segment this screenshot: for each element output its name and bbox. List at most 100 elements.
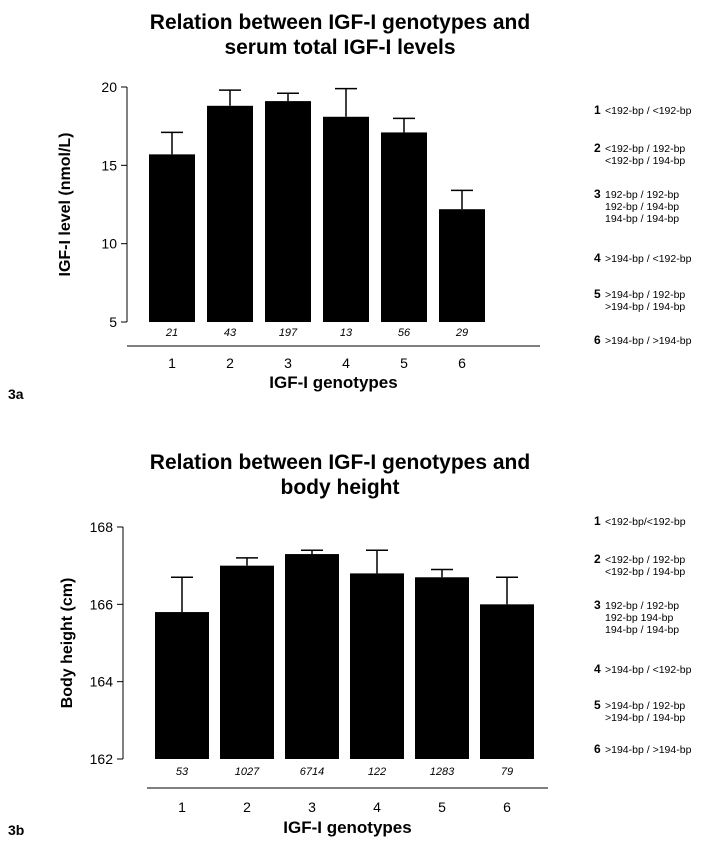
legend-item: 1 <192-bp / <192-bp <box>594 104 717 117</box>
legend-item: 6 >194-bp / >194-bp <box>594 743 717 756</box>
y-tick-label: 166 <box>90 596 114 612</box>
legend-text: 194-bp / 194-bp <box>605 213 680 225</box>
x-axis-title: IGF-I genotypes <box>283 818 411 837</box>
legend-text: >194-bp / 192-bp <box>605 289 686 301</box>
legend-text: <192-bp / 192-bp <box>605 143 686 155</box>
chart-panel-3a: Relation between IGF-I genotypes and ser… <box>0 0 717 410</box>
chart-panel-3b: Relation between IGF-I genotypes and bod… <box>0 418 717 847</box>
y-tick-label: 168 <box>90 519 114 535</box>
bar <box>323 116 369 323</box>
x-tick-label: 2 <box>226 355 234 371</box>
legend-item: 4 >194-bp / <192-bp <box>594 252 717 265</box>
legend-text: >194-bp / 194-bp <box>605 712 686 724</box>
legend-line: >194-bp / 194-bp <box>594 712 717 724</box>
legend-text: <192-bp / <192-bp <box>605 105 692 117</box>
legend-line: 194-bp / 194-bp <box>594 213 717 225</box>
legend-line: <192-bp / 194-bp <box>594 566 717 578</box>
x-tick-label: 2 <box>243 799 251 815</box>
legend-text: >194-bp / <192-bp <box>605 664 692 676</box>
bar <box>149 154 195 322</box>
legend-line: 4 >194-bp / <192-bp <box>594 663 717 676</box>
legend-number: 2 <box>594 552 601 566</box>
legend-item: 2 <192-bp / 192-bp <192-bp / 194-bp <box>594 142 717 167</box>
sample-count-label: 29 <box>455 327 468 339</box>
chart-title: Relation between IGF-I genotypes and bod… <box>100 450 580 500</box>
legend-number: 6 <box>594 333 601 347</box>
sample-count-label: 43 <box>224 327 237 339</box>
legend-line: 194-bp / 194-bp <box>594 624 717 636</box>
legend-line: >194-bp / 194-bp <box>594 301 717 313</box>
bar-chart: 5 10 15 20 IGF-I level (nmol/L) 21 1 43 2 197 3 13 4… <box>57 79 540 392</box>
legend-text: >194-bp / >194-bp <box>605 744 692 756</box>
legend-text: <192-bp / 192-bp <box>605 554 686 566</box>
sample-count-label: 56 <box>398 327 411 339</box>
x-tick-label: 5 <box>438 799 446 815</box>
sample-count-label: 6714 <box>300 766 324 778</box>
legend-line: 5 >194-bp / 192-bp <box>594 288 717 301</box>
legend-number: 1 <box>594 514 601 528</box>
legend-text: <192-bp / 194-bp <box>605 155 686 167</box>
y-tick-label: 164 <box>90 674 114 690</box>
sample-count-label: 53 <box>176 766 189 778</box>
legend-line: 192-bp 194-bp <box>594 612 717 624</box>
legend-number: 1 <box>594 103 601 117</box>
legend-number: 4 <box>594 662 601 676</box>
x-tick-label: 6 <box>503 799 511 815</box>
sample-count-label: 122 <box>368 766 386 778</box>
legend-item: 3 192-bp / 192-bp 192-bp / 194-bp 194-bp / … <box>594 188 717 225</box>
x-tick-label: 4 <box>373 799 381 815</box>
legend-number: 6 <box>594 742 601 756</box>
bar <box>265 101 311 322</box>
y-tick-label: 5 <box>109 314 117 330</box>
legend-line: 2 <192-bp / 192-bp <box>594 142 717 155</box>
legend-text: >194-bp / 192-bp <box>605 700 686 712</box>
y-tick-label: 10 <box>101 236 117 252</box>
legend-text: <192-bp / 194-bp <box>605 566 686 578</box>
chart-title-line: Relation between IGF-I genotypes and <box>149 451 531 474</box>
y-tick-label: 162 <box>90 751 114 767</box>
y-axis-title: IGF-I level (nmol/L) <box>57 132 74 276</box>
legend-number: 4 <box>594 251 601 265</box>
legend-item: 4 >194-bp / <192-bp <box>594 663 717 676</box>
legend-line: 6 >194-bp / >194-bp <box>594 743 717 756</box>
legend-line: 5 >194-bp / 192-bp <box>594 699 717 712</box>
x-tick-label: 5 <box>400 355 408 371</box>
legend-line: 1 <192-bp/<192-bp <box>594 515 717 528</box>
legend-text: 192-bp / 194-bp <box>605 201 680 213</box>
x-tick-label: 4 <box>342 355 350 371</box>
legend-line: 4 >194-bp / <192-bp <box>594 252 717 265</box>
legend-text: 192-bp / 192-bp <box>605 189 680 201</box>
legend-line: 192-bp / 194-bp <box>594 201 717 213</box>
panel-label: 3a <box>8 386 24 402</box>
x-axis-title: IGF-I genotypes <box>269 373 397 392</box>
legend-text: 192-bp / 192-bp <box>605 600 680 612</box>
legend-line: <192-bp / 194-bp <box>594 155 717 167</box>
x-tick-label: 3 <box>308 799 316 815</box>
legend-text: >194-bp / 194-bp <box>605 301 686 313</box>
legend-item: 5 >194-bp / 192-bp >194-bp / 194-bp <box>594 699 717 724</box>
legend-line: 3 192-bp / 192-bp <box>594 188 717 201</box>
bar <box>155 612 209 759</box>
x-tick-label: 3 <box>284 355 292 371</box>
panel-label: 3b <box>8 822 25 838</box>
legend-line: 2 <192-bp / 192-bp <box>594 553 717 566</box>
bar <box>285 554 339 759</box>
sample-count-label: 21 <box>165 327 178 339</box>
legend-number: 3 <box>594 598 601 612</box>
chart-title-line: Relation between IGF-I genotypes and <box>149 11 531 34</box>
legend-line: 1 <192-bp / <192-bp <box>594 104 717 117</box>
legend-number: 5 <box>594 698 601 712</box>
sample-count-label: 1027 <box>235 766 260 778</box>
legend-text: >194-bp / >194-bp <box>605 335 692 347</box>
y-axis-title: Body height (cm) <box>59 578 76 709</box>
legend-item: 3 192-bp / 192-bp 192-bp 194-bp 194-bp / 19… <box>594 599 717 636</box>
sample-count-label: 197 <box>279 327 298 339</box>
x-tick-label: 6 <box>458 355 466 371</box>
x-tick-label: 1 <box>178 799 186 815</box>
legend-line: 6 >194-bp / >194-bp <box>594 334 717 347</box>
bar <box>381 132 427 322</box>
bar <box>480 604 534 759</box>
sample-count-label: 79 <box>501 766 513 778</box>
bar <box>220 565 274 759</box>
